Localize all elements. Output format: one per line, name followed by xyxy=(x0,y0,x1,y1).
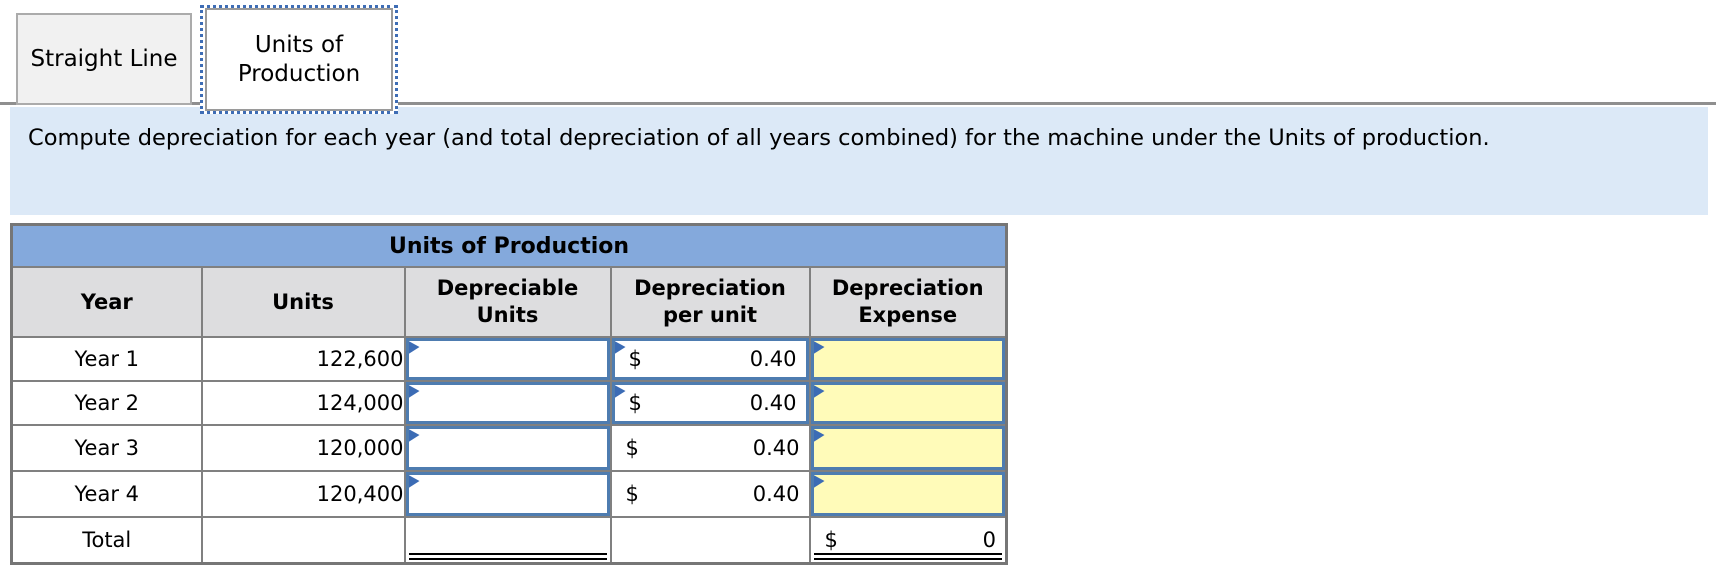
expense-cell-y4 xyxy=(808,470,1008,518)
tab-straight-line[interactable]: Straight Line xyxy=(16,13,192,105)
col-header-depreciable-units: Depreciable Units xyxy=(403,266,612,338)
total-units-cell xyxy=(200,516,406,565)
table-row: Year 2 124,000 $ 0.40 xyxy=(10,380,1008,426)
cell-marker-icon xyxy=(408,341,420,354)
cell-marker-icon xyxy=(813,429,825,442)
depreciation-expense-input-y4[interactable] xyxy=(811,473,1005,515)
cell-marker-icon xyxy=(408,385,420,398)
tabstrip-divider xyxy=(0,102,1716,105)
total-expense-cell: $ 0 xyxy=(808,516,1008,565)
units-of-production-table: Units of Production Year Units Depreciab… xyxy=(10,223,1008,565)
per-unit-input-y2[interactable]: $ 0.40 xyxy=(612,383,808,423)
tab-units-of-production[interactable]: Units of Production xyxy=(200,5,398,114)
per-unit-value: 0.40 xyxy=(749,391,797,415)
cell-marker-icon xyxy=(813,475,825,488)
per-unit-cell-y3: $ 0.40 xyxy=(609,424,811,472)
units-value: 122,600 xyxy=(200,336,406,382)
table-header-row: Year Units Depreciable Units Depreciatio… xyxy=(10,266,1008,338)
depreciable-units-input-y4[interactable] xyxy=(406,473,609,515)
depreciable-units-cell-y3 xyxy=(403,424,612,472)
depreciable-units-cell-y4 xyxy=(403,470,612,518)
total-expense-value: 0 xyxy=(982,528,996,552)
per-unit-value: 0.40 xyxy=(752,436,800,460)
per-unit-input-y1[interactable]: $ 0.40 xyxy=(612,339,808,379)
depreciable-units-cell-y2 xyxy=(403,380,612,426)
depreciation-expense-input-y3[interactable] xyxy=(811,427,1005,469)
currency-symbol: $ xyxy=(628,391,642,415)
depreciable-units-input-y2[interactable] xyxy=(406,383,609,423)
currency-symbol: $ xyxy=(628,347,642,371)
currency-symbol: $ xyxy=(625,482,639,506)
year-label: Year 1 xyxy=(10,336,203,382)
table-title-row: Units of Production xyxy=(10,223,1008,268)
currency-symbol: $ xyxy=(625,436,639,460)
tab-straight-line-label: Straight Line xyxy=(30,45,178,72)
total-per-unit-cell xyxy=(609,516,811,565)
units-value: 124,000 xyxy=(200,380,406,426)
tab-units-of-production-label: Units of Production xyxy=(237,31,361,87)
col-header-year: Year xyxy=(10,266,203,338)
double-underline xyxy=(813,553,1002,560)
expense-cell-y3 xyxy=(808,424,1008,472)
depreciable-units-cell-y1 xyxy=(403,336,612,382)
cell-marker-icon xyxy=(408,429,420,442)
depreciation-expense-input-y2[interactable] xyxy=(811,383,1005,423)
per-unit-value: 0.40 xyxy=(752,482,800,506)
tab-units-of-production-frame: Units of Production xyxy=(205,8,393,111)
cell-marker-icon xyxy=(614,341,626,354)
year-label: Year 4 xyxy=(10,470,203,518)
cell-marker-icon xyxy=(813,341,825,354)
expense-cell-y1 xyxy=(808,336,1008,382)
table-title: Units of Production xyxy=(10,223,1008,268)
col-header-depreciation-expense: Depreciation Expense xyxy=(808,266,1008,338)
expense-cell-y2 xyxy=(808,380,1008,426)
col-header-depreciation-per-unit: Depreciation per unit xyxy=(609,266,811,338)
per-unit-cell-y2: $ 0.40 xyxy=(609,380,811,426)
table-total-row: Total $ 0 xyxy=(10,516,1008,565)
table-row: Year 1 122,600 $ 0.40 xyxy=(10,336,1008,382)
depreciation-expense-input-y1[interactable] xyxy=(811,339,1005,379)
total-label: Total xyxy=(10,516,203,565)
double-underline xyxy=(408,553,607,560)
total-depreciable-units-cell xyxy=(403,516,612,565)
depreciable-units-input-y3[interactable] xyxy=(406,427,609,469)
units-value: 120,000 xyxy=(200,424,406,472)
instruction-text: Compute depreciation for each year (and … xyxy=(28,125,1490,151)
per-unit-value: 0.40 xyxy=(749,347,797,371)
col-header-units: Units xyxy=(200,266,406,338)
year-label: Year 3 xyxy=(10,424,203,472)
table-row: Year 4 120,400 $ 0.40 xyxy=(10,470,1008,518)
per-unit-cell-y1: $ 0.40 xyxy=(609,336,811,382)
cell-marker-icon xyxy=(408,475,420,488)
depreciable-units-input-y1[interactable] xyxy=(406,339,609,379)
units-value: 120,400 xyxy=(200,470,406,518)
instruction-banner: Compute depreciation for each year (and … xyxy=(10,107,1708,215)
currency-symbol: $ xyxy=(824,528,838,552)
cell-marker-icon xyxy=(813,385,825,398)
cell-marker-icon xyxy=(614,385,626,398)
table-row: Year 3 120,000 $ 0.40 xyxy=(10,424,1008,472)
year-label: Year 2 xyxy=(10,380,203,426)
per-unit-cell-y4: $ 0.40 xyxy=(609,470,811,518)
